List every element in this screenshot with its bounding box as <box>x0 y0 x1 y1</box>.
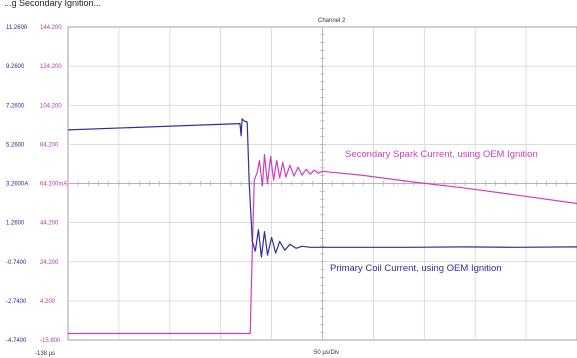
y-right-tick-label: 4.200 <box>40 299 56 305</box>
x-start-label: -138 µs <box>35 351 55 357</box>
y-left-tick-label: 7.2600 <box>6 103 25 109</box>
y-left-tick-label: -2.7400 <box>6 299 27 305</box>
y-right-tick-label: 104.200 <box>40 103 62 109</box>
y-right-tick-label: 44.200 <box>40 221 59 227</box>
axis-ticks <box>67 26 577 341</box>
y-left-tick-label: 1.2600 <box>6 221 25 227</box>
y-right-tick-label: 144.200 <box>40 25 62 31</box>
y-left-tick-label: -4.7400 <box>6 338 27 344</box>
chart-title: Channel 2 <box>318 18 346 24</box>
annotation-secondary-spark: Secondary Spark Current, using OEM Ignit… <box>345 149 538 160</box>
series-secondary-spark-line <box>68 153 577 335</box>
y-right-tick-label: 84.200 <box>40 142 59 148</box>
x-div-label: 50 µs/Div <box>314 350 339 356</box>
series-primary-coil-line <box>67 118 577 258</box>
y-right-tick-label: 64.200mA <box>40 182 67 188</box>
y-right-tick-label: 24.200 <box>40 260 59 266</box>
y-left-tick-label: 11.2600 <box>6 25 28 31</box>
y-right-tick-label: -15.800 <box>40 338 61 344</box>
tick-labels: 11.2600 144.200 9.2600 124.200 7.2600 104.200… <box>6 25 67 344</box>
y-left-tick-label: -0.7400 <box>6 260 27 266</box>
y-left-tick-label: 9.2600 <box>6 64 25 70</box>
y-left-tick-label: 5.2600 <box>6 142 25 148</box>
header-fragment: ...g Secondary Ignition... <box>4 0 101 8</box>
series-layer <box>67 118 577 335</box>
y-left-tick-label: 3.2600A <box>6 182 28 188</box>
y-right-tick-label: 124.200 <box>40 64 62 70</box>
annotation-primary-coil: Primary Coil Current, using OEM Ignition <box>330 263 502 274</box>
